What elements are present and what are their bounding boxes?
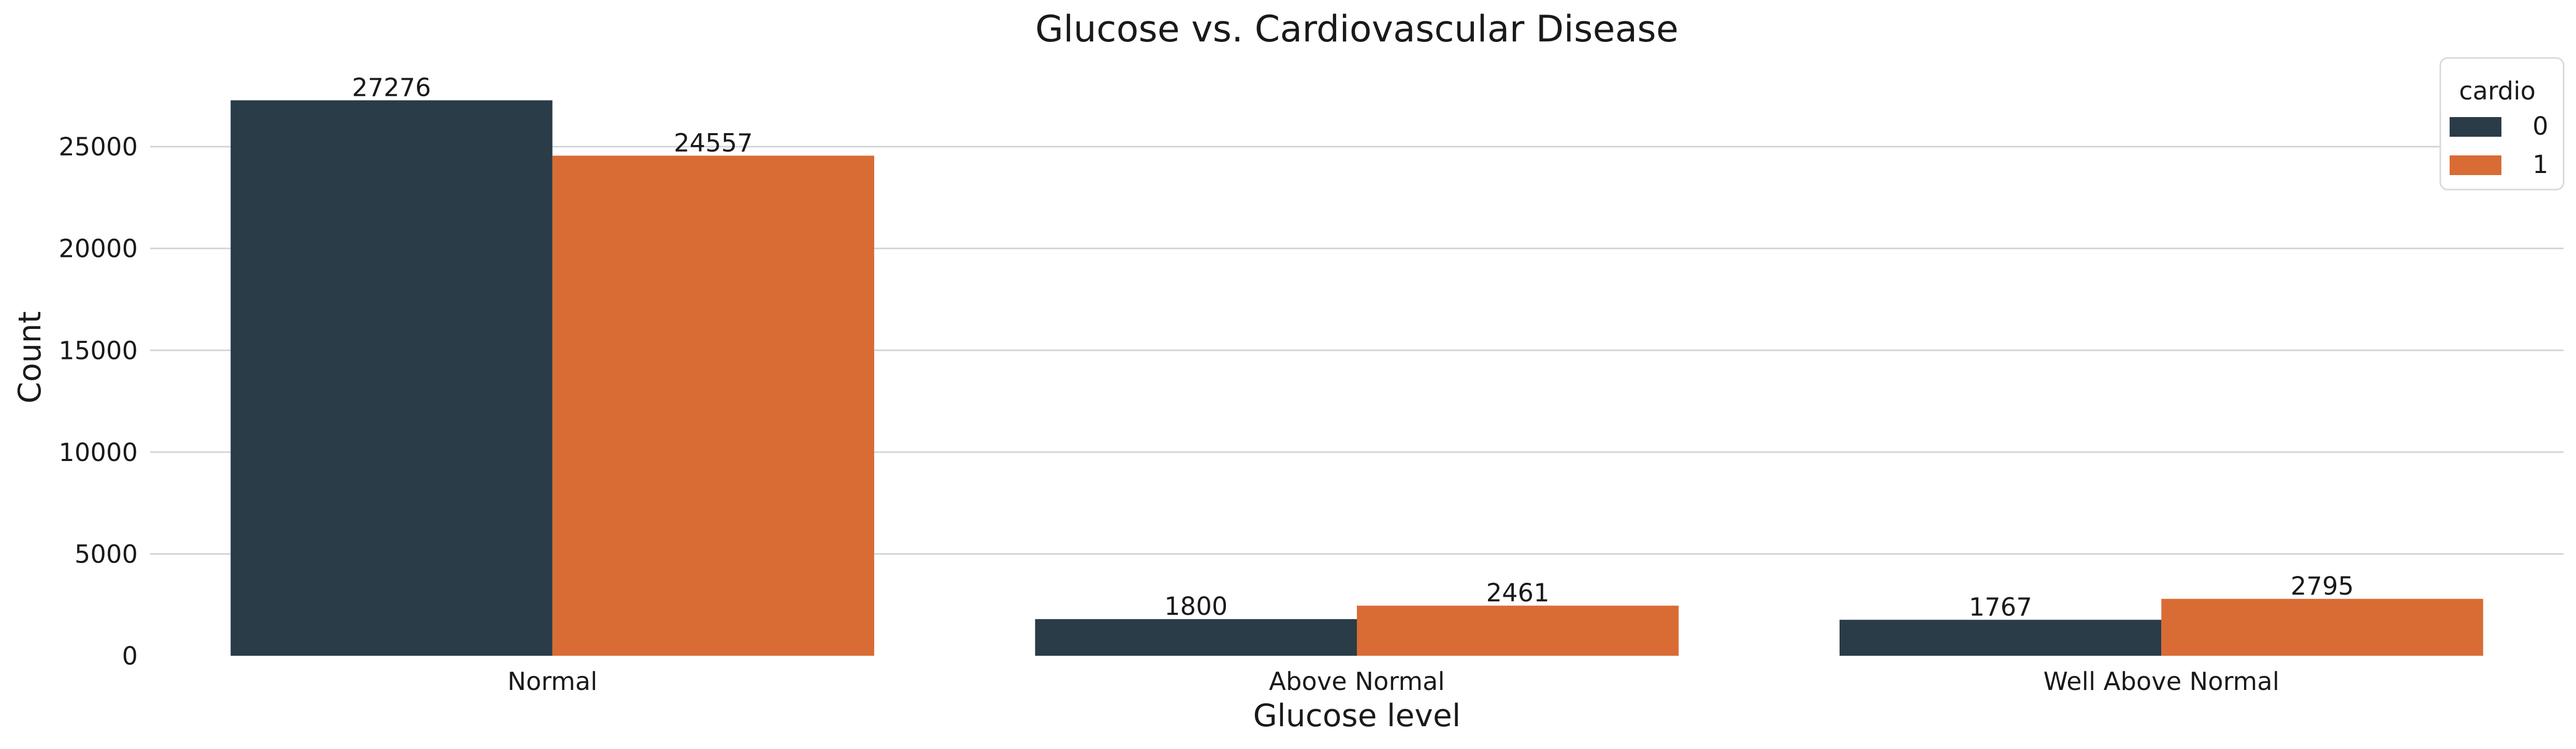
bars xyxy=(230,100,2483,656)
y-tick-label: 10000 xyxy=(59,438,138,467)
y-tick-label: 20000 xyxy=(59,235,138,264)
bar-value-label: 2795 xyxy=(2291,572,2354,601)
bar-value-label: 27276 xyxy=(352,74,431,103)
bar-1-series-1 xyxy=(552,155,874,656)
bar-value-label: 24557 xyxy=(674,129,753,158)
x-tick-label: Normal xyxy=(508,667,598,696)
x-axis-label: Glucose level xyxy=(1253,698,1461,734)
legend-swatch-1 xyxy=(2450,155,2501,175)
bar-labels: 27276 24557 1800 2461 1767 2795 xyxy=(352,74,2354,622)
bar-2-series-0 xyxy=(1035,619,1357,656)
x-tick-label: Above Normal xyxy=(1269,667,1445,696)
x-tick-label: Well Above Normal xyxy=(2044,667,2280,696)
y-tick-label: 15000 xyxy=(59,336,138,365)
bar-value-label: 2461 xyxy=(1486,579,1550,608)
bar-3-series-0 xyxy=(1840,620,2162,656)
y-tick-label: 5000 xyxy=(75,540,138,569)
legend-title: cardio xyxy=(2459,77,2536,106)
bar-value-label: 1767 xyxy=(1969,593,2032,622)
chart-title: Glucose vs. Cardiovascular Disease xyxy=(1035,8,1678,50)
legend-items: 01 xyxy=(2450,112,2549,179)
y-tick-labels: 0 5000 10000 15000 20000 25000 xyxy=(59,133,138,671)
bar-3-series-1 xyxy=(2161,599,2483,656)
bar-1-series-0 xyxy=(230,100,553,656)
y-tick-label: 25000 xyxy=(59,133,138,162)
y-tick-label: 0 xyxy=(122,642,138,671)
bar-value-label: 1800 xyxy=(1164,592,1227,621)
legend-swatch-0 xyxy=(2450,117,2501,137)
x-tick-labels: Normal Above Normal Well Above Normal xyxy=(508,667,2279,696)
legend-label-0: 0 xyxy=(2532,112,2549,141)
legend: cardio 01 xyxy=(2439,57,2565,191)
y-axis-label: Count xyxy=(12,311,48,404)
bar-2-series-1 xyxy=(1357,606,1679,656)
legend-label-1: 1 xyxy=(2532,150,2549,179)
